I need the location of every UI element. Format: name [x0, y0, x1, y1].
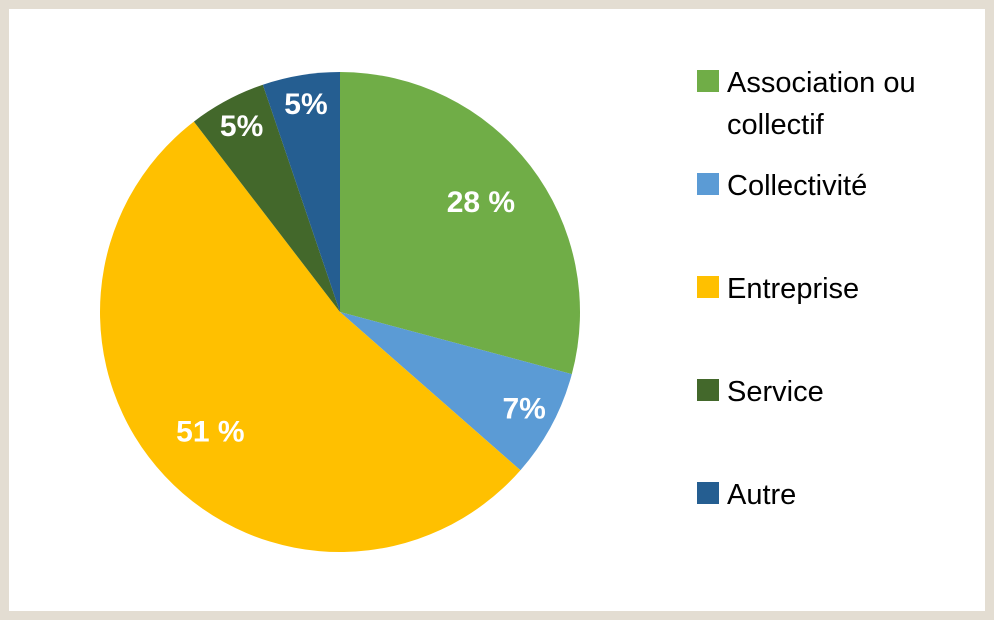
data-label: 28 %: [447, 186, 515, 219]
legend-item: Collectivité: [697, 165, 987, 207]
legend-label: Association ou collectif: [727, 67, 916, 141]
data-label: 51 %: [176, 415, 244, 448]
pie-slice: [193, 84, 340, 312]
data-label: 7%: [502, 392, 545, 425]
data-label: 5%: [220, 110, 263, 143]
legend-label: Collectivité: [727, 170, 868, 202]
legend-swatch: [697, 379, 719, 401]
pie-slice: [262, 72, 340, 312]
pie-slice: [340, 312, 572, 471]
legend-label: Autre: [727, 479, 797, 511]
legend-swatch: [697, 276, 719, 298]
legend-item: Service: [697, 371, 987, 413]
legend-swatch: [697, 70, 719, 92]
pie-slice: [340, 72, 580, 375]
legend-item: Entreprise: [697, 268, 987, 310]
pie-slice: [99, 121, 521, 553]
legend-item: Autre: [697, 474, 987, 516]
legend-label: Service: [727, 376, 824, 408]
legend-item: Association ou collectif: [697, 62, 987, 146]
legend-swatch: [697, 482, 719, 504]
data-label: 5%: [284, 88, 327, 121]
legend-label: Entreprise: [727, 273, 860, 305]
legend-swatch: [697, 173, 719, 195]
